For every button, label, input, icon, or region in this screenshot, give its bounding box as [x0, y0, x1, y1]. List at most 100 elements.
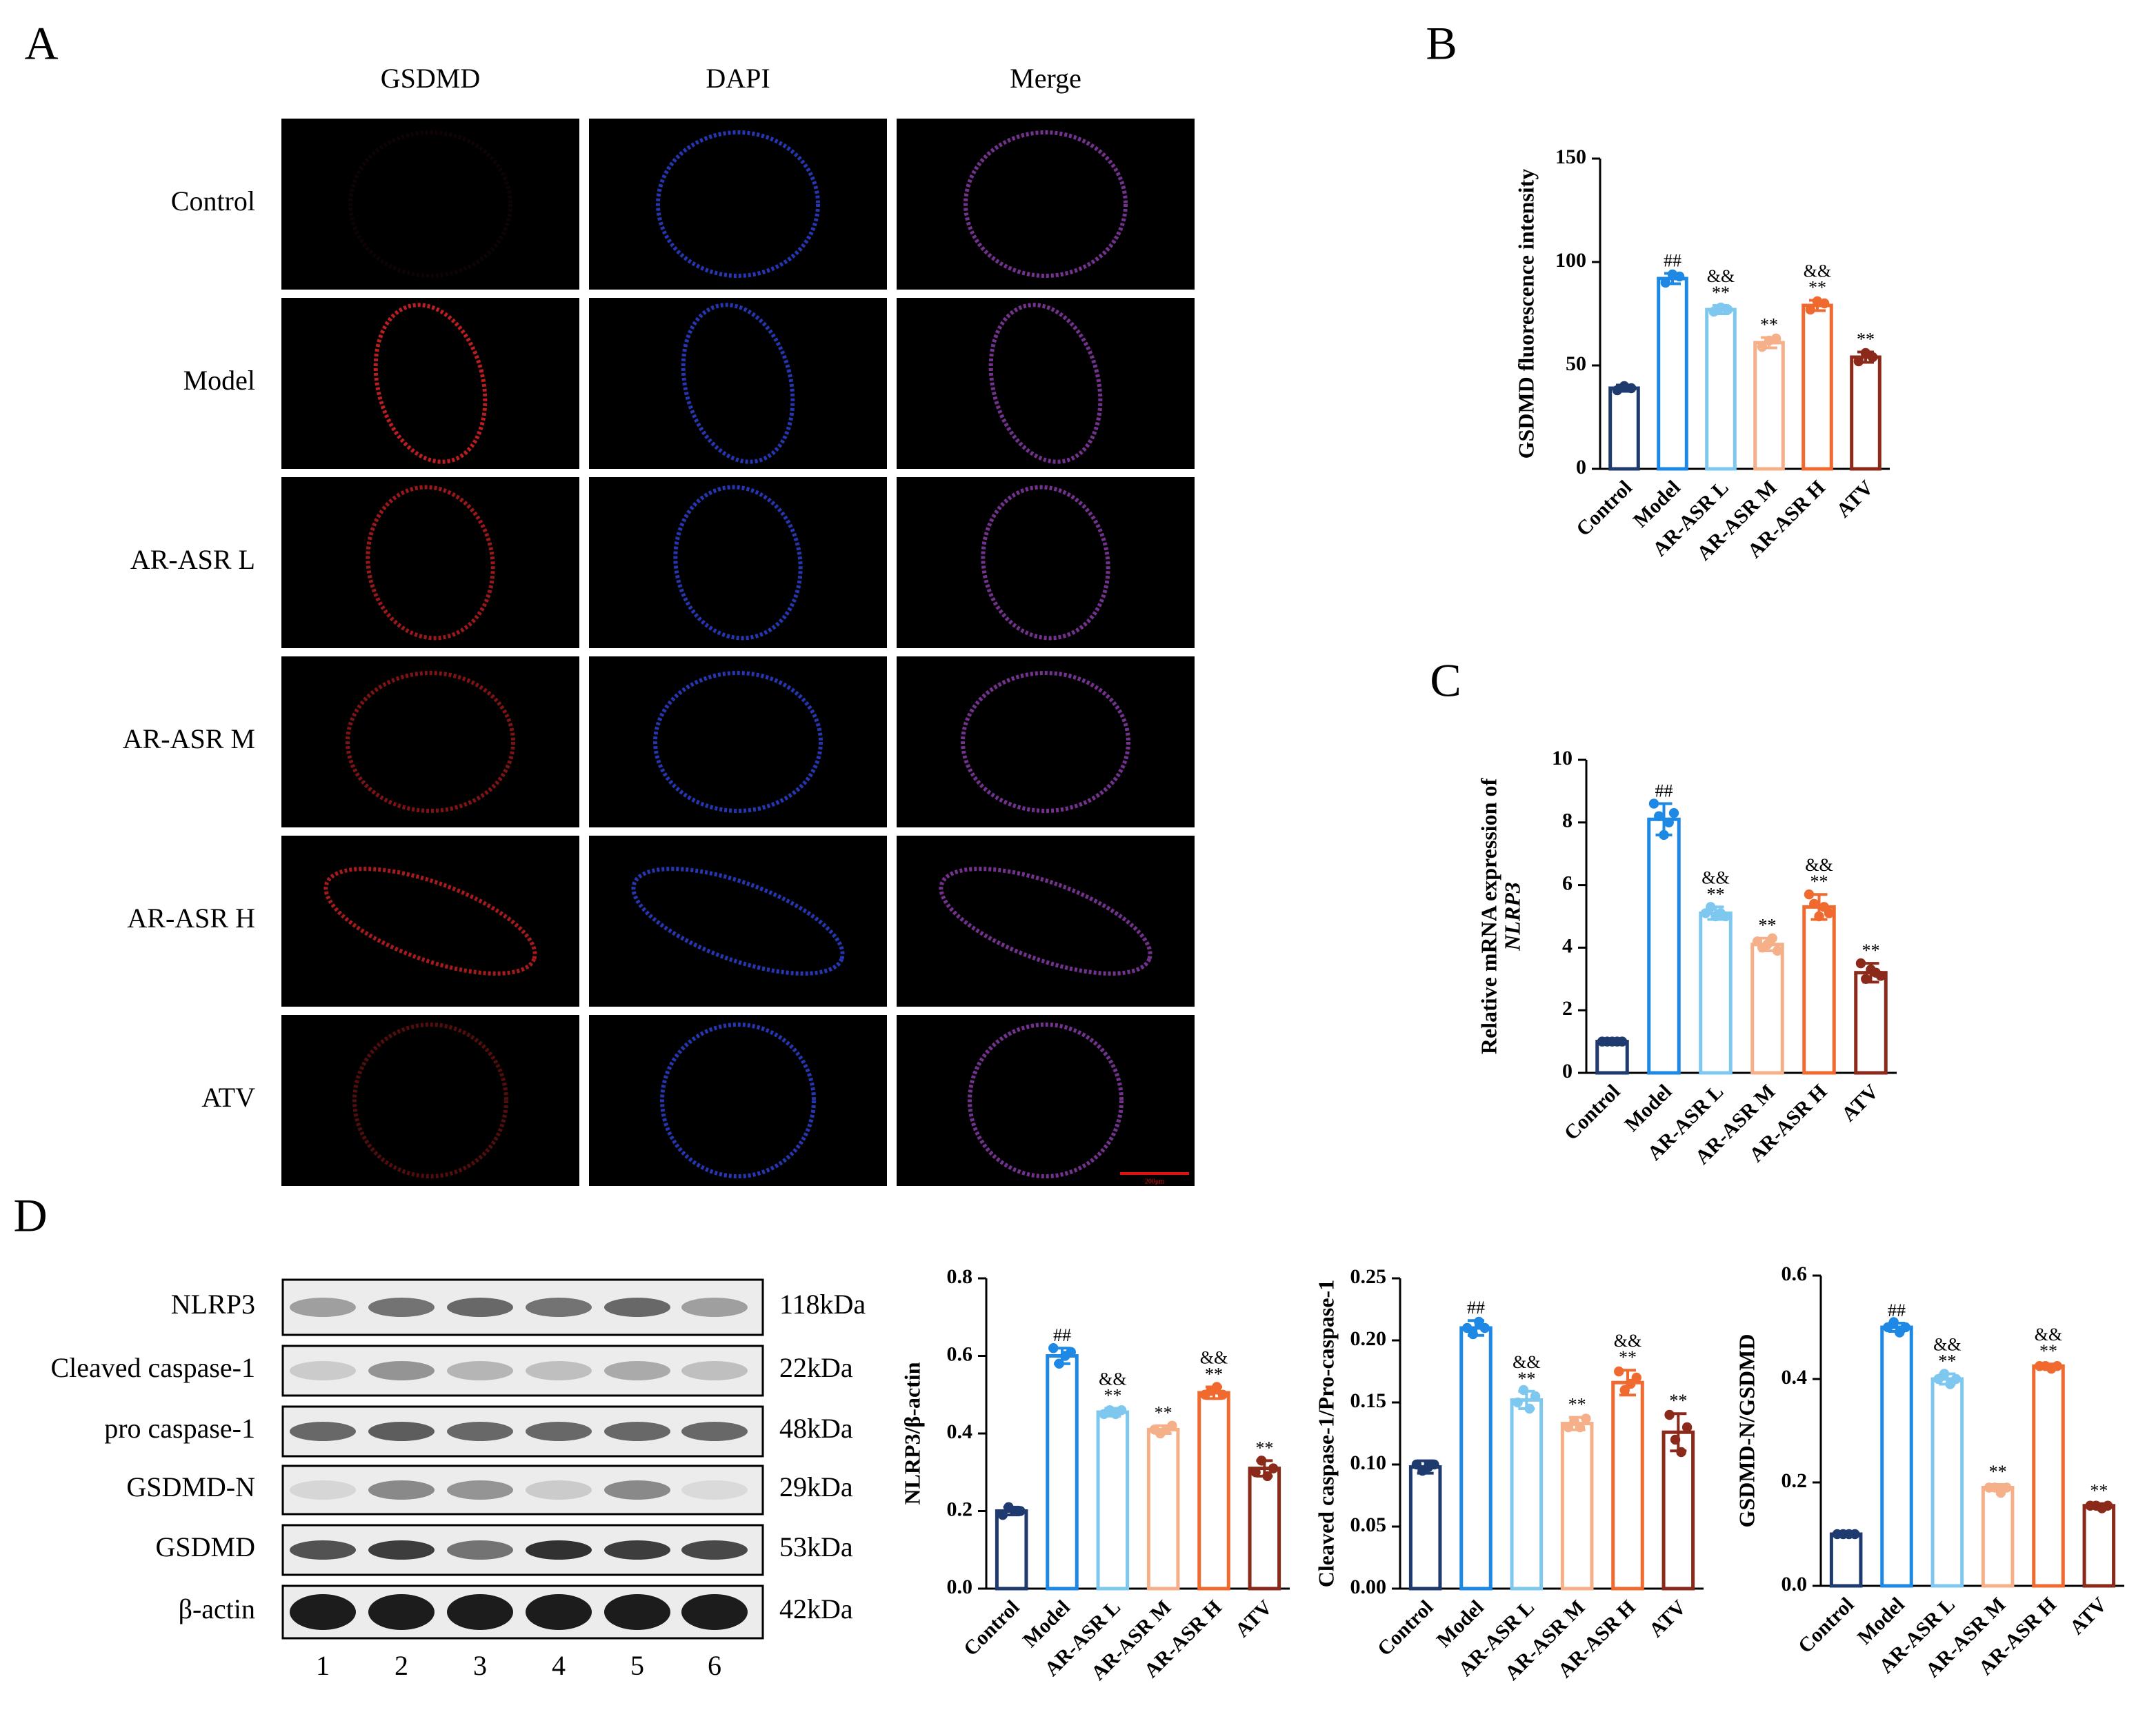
bar	[1981, 1486, 2015, 1588]
blot-band	[681, 1480, 748, 1500]
data-point	[1722, 304, 1733, 315]
row-label: ATV	[201, 1082, 255, 1113]
data-point	[1518, 1385, 1529, 1396]
bar	[1753, 341, 1785, 471]
significance-label: &&	[1805, 855, 1833, 875]
y-tick-label: 0.2	[1781, 1469, 1808, 1492]
bar	[2082, 1504, 2116, 1588]
micrograph	[897, 836, 1195, 1007]
blot-band	[447, 1422, 513, 1441]
significance-label: &&	[2035, 1325, 2062, 1345]
y-tick-label: 6	[1562, 872, 1573, 894]
significance-label: **	[1255, 1438, 1273, 1458]
panel-label: C	[1430, 654, 1461, 707]
data-point	[1614, 1366, 1624, 1377]
y-tick-label: 8	[1562, 809, 1573, 832]
micrograph	[897, 298, 1195, 469]
data-point	[1054, 1358, 1064, 1369]
y-axis-label: NLRP3	[1499, 882, 1524, 952]
x-tick-label: Control	[1373, 1596, 1438, 1660]
bar	[1096, 1410, 1130, 1591]
data-point	[1809, 898, 1819, 909]
data-point	[1706, 902, 1716, 912]
data-point	[1631, 1372, 1641, 1383]
data-point	[1015, 1506, 1026, 1516]
tissue-outline	[673, 485, 803, 641]
significance-label: **	[1155, 1403, 1172, 1423]
x-tick-label: ATV	[1231, 1596, 1277, 1642]
tissue-outline	[964, 130, 1128, 278]
bar	[1046, 1354, 1079, 1591]
protein-label: pro caspase-1	[104, 1413, 255, 1444]
data-point	[1619, 1385, 1630, 1396]
significance-label: **	[1104, 1385, 1121, 1405]
size-label: 53kDa	[779, 1531, 853, 1562]
micrograph	[589, 836, 887, 1007]
significance-label: **	[1568, 1395, 1586, 1415]
bar	[1802, 905, 1836, 1075]
data-point	[1066, 1347, 1076, 1358]
y-tick-label: 0.4	[947, 1420, 973, 1443]
blot-band	[526, 1298, 592, 1317]
tissue-outline	[681, 303, 795, 464]
bar	[1854, 971, 1888, 1075]
bar	[1510, 1398, 1544, 1591]
bar	[1699, 911, 1733, 1075]
data-point	[1850, 1529, 1860, 1540]
micrograph	[281, 119, 579, 290]
micrograph	[589, 1015, 887, 1186]
blot-band	[290, 1298, 356, 1317]
tissue-outline	[352, 1023, 508, 1178]
data-point	[997, 1509, 1008, 1520]
blot-band	[368, 1361, 435, 1380]
data-point	[1767, 933, 1777, 943]
significance-label: **	[1205, 1364, 1223, 1384]
data-point	[1668, 807, 1679, 818]
y-tick-label: 0.05	[1350, 1513, 1387, 1536]
micrograph	[281, 298, 579, 469]
y-tick-label: 2	[1562, 997, 1573, 1020]
panel-label: D	[13, 1189, 47, 1242]
data-point	[1479, 1322, 1490, 1333]
data-point	[1805, 304, 1816, 315]
blot-band	[290, 1422, 356, 1441]
significance-label: **	[1619, 1347, 1637, 1367]
blot-band	[604, 1540, 670, 1560]
data-point	[1814, 911, 1824, 922]
y-tick-label: 0.6	[1781, 1262, 1808, 1285]
data-point	[1626, 383, 1637, 394]
data-point	[1429, 1459, 1439, 1470]
data-point	[1770, 333, 1781, 344]
bar	[1850, 355, 1881, 471]
x-tick-label: Control	[1560, 1080, 1625, 1145]
y-tick-label: 100	[1555, 249, 1586, 272]
significance-label: **	[1517, 1369, 1535, 1389]
data-point	[1861, 974, 1871, 985]
lane-label: 2	[395, 1650, 408, 1681]
data-point	[1167, 1420, 1177, 1431]
data-point	[1867, 352, 1878, 363]
significance-label: **	[1810, 872, 1828, 892]
y-axis-label: NLRP3/β-actin	[899, 1362, 924, 1504]
significance-label: &&	[1614, 1331, 1641, 1351]
data-point	[2052, 1361, 2062, 1371]
bar	[995, 1509, 1028, 1591]
tissue-outline	[653, 671, 823, 813]
significance-label: **	[1669, 1391, 1687, 1411]
size-label: 48kDa	[779, 1413, 853, 1444]
tissue-outline	[981, 485, 1110, 641]
blot-band	[447, 1480, 513, 1500]
column-header: Merge	[1010, 63, 1081, 94]
micrograph	[281, 1015, 579, 1186]
protein-label: GSDMD-N	[126, 1471, 255, 1502]
blot-band	[290, 1361, 356, 1380]
data-point	[1474, 1316, 1484, 1327]
blot-band	[604, 1480, 670, 1500]
micrograph	[589, 477, 887, 648]
significance-label: ##	[1655, 781, 1673, 801]
data-point	[1581, 1413, 1591, 1424]
significance-label: **	[1989, 1462, 2007, 1482]
lane-label: 1	[316, 1650, 330, 1681]
data-point	[1824, 908, 1835, 918]
